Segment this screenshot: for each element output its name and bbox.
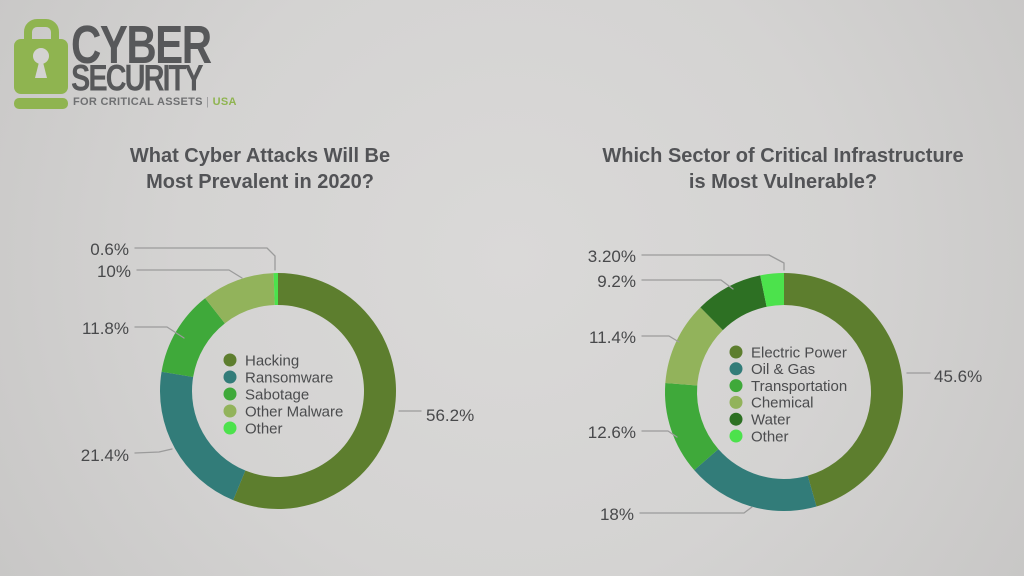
legend-swatch-sabotage bbox=[223, 387, 237, 401]
legend-label-oil-gas: Oil & Gas bbox=[751, 361, 815, 378]
legend-label-other: Other bbox=[245, 420, 283, 437]
logo-tagline-separator: | bbox=[206, 96, 210, 108]
legend-label-sabotage: Sabotage bbox=[245, 386, 309, 403]
percent-label-hacking: 56.2% bbox=[426, 406, 474, 425]
leader-line-water bbox=[641, 279, 734, 290]
leader-line-transportation bbox=[641, 430, 678, 438]
legend-swatch-other bbox=[223, 421, 237, 435]
chart-title-attacks: What Cyber Attacks Will Be Most Prevalen… bbox=[85, 143, 435, 195]
leader-line-sabotage bbox=[134, 326, 185, 339]
slice-electric-power bbox=[784, 273, 904, 507]
legend-swatch-hacking bbox=[223, 353, 237, 367]
chart-title-sectors-line1: Which Sector of Critical Infrastructure bbox=[602, 145, 964, 167]
percent-label-other: 0.6% bbox=[90, 240, 129, 259]
legend-label-electric-power: Electric Power bbox=[751, 344, 847, 361]
chart-title-sectors-line2: is Most Vulnerable? bbox=[688, 171, 878, 193]
legend-swatch-other bbox=[729, 429, 743, 443]
slice-chemical bbox=[665, 307, 723, 386]
slice-other-malware bbox=[205, 273, 275, 324]
percent-label-other-malware: 10% bbox=[97, 262, 131, 281]
slice-other bbox=[273, 273, 278, 306]
chart-title-sectors: Which Sector of Critical Infrastructure … bbox=[573, 143, 993, 195]
legend-swatch-electric-power bbox=[729, 345, 743, 359]
percent-label-chemical: 11.4% bbox=[589, 328, 636, 347]
percent-label-water: 9.2% bbox=[597, 272, 636, 291]
leader-line-other-malware bbox=[136, 269, 243, 279]
slice-hacking bbox=[233, 273, 396, 509]
percent-label-electric-power: 45.6% bbox=[934, 367, 982, 386]
logo-tagline: FOR CRITICAL ASSETS | USA bbox=[73, 96, 237, 108]
cybersecurity-logo: CYBER SECURITY FOR CRITICAL ASSETS | USA bbox=[0, 0, 260, 120]
legend-swatch-other-malware bbox=[223, 404, 237, 418]
leader-line-ransomware bbox=[134, 448, 173, 454]
slice-sabotage bbox=[161, 298, 225, 378]
legend-label-chemical: Chemical bbox=[751, 395, 814, 412]
percent-label-other: 3.20% bbox=[588, 247, 636, 266]
legend-label-hacking: Hacking bbox=[245, 352, 299, 369]
percent-label-transportation: 12.6% bbox=[588, 423, 636, 442]
percent-label-oil-gas: 18% bbox=[600, 505, 634, 524]
legend-swatch-water bbox=[729, 412, 743, 426]
chart-title-attacks-line2: Most Prevalent in 2020? bbox=[146, 171, 374, 193]
legend-label-ransomware: Ransomware bbox=[245, 369, 333, 386]
slice-transportation bbox=[665, 383, 719, 471]
padlock-base-bar bbox=[14, 98, 68, 109]
logo-tagline-text: FOR CRITICAL ASSETS bbox=[73, 96, 203, 108]
logo-tagline-region: USA bbox=[212, 96, 237, 108]
leader-line-other bbox=[134, 247, 276, 271]
leader-line-other bbox=[641, 254, 785, 271]
legend-label-other: Other bbox=[751, 428, 789, 445]
logo-word-security: SECURITY bbox=[71, 58, 204, 100]
logo-word-cyber: CYBER bbox=[71, 14, 212, 75]
leader-line-oil-gas bbox=[639, 506, 753, 514]
legend-swatch-chemical bbox=[729, 395, 743, 409]
legend-swatch-ransomware bbox=[223, 370, 237, 384]
keyhole-icon bbox=[33, 48, 49, 64]
legend-label-water: Water bbox=[751, 411, 790, 428]
chart-title-attacks-line1: What Cyber Attacks Will Be bbox=[129, 145, 391, 167]
slice-ransomware bbox=[159, 371, 246, 501]
slice-oil-gas bbox=[694, 449, 817, 511]
slice-water bbox=[700, 275, 767, 331]
slice-other bbox=[760, 273, 784, 307]
legend-swatch-oil-gas bbox=[729, 362, 743, 376]
percent-label-ransomware: 21.4% bbox=[81, 446, 129, 465]
legend-label-other-malware: Other Malware bbox=[245, 403, 343, 420]
percent-label-sabotage: 11.8% bbox=[82, 319, 129, 338]
donut-chart-attacks: 56.2% 21.4% 11.8% 10% 0.6% HackingRansomwareS… bbox=[81, 240, 474, 509]
legend-label-transportation: Transportation bbox=[751, 378, 847, 395]
donut-chart-sectors: 45.6% 18% 12.6% 11.4% 9.2% 3.20% Electric Powe… bbox=[588, 247, 982, 524]
leader-line-chemical bbox=[641, 335, 680, 343]
legend-swatch-transportation bbox=[729, 379, 743, 393]
